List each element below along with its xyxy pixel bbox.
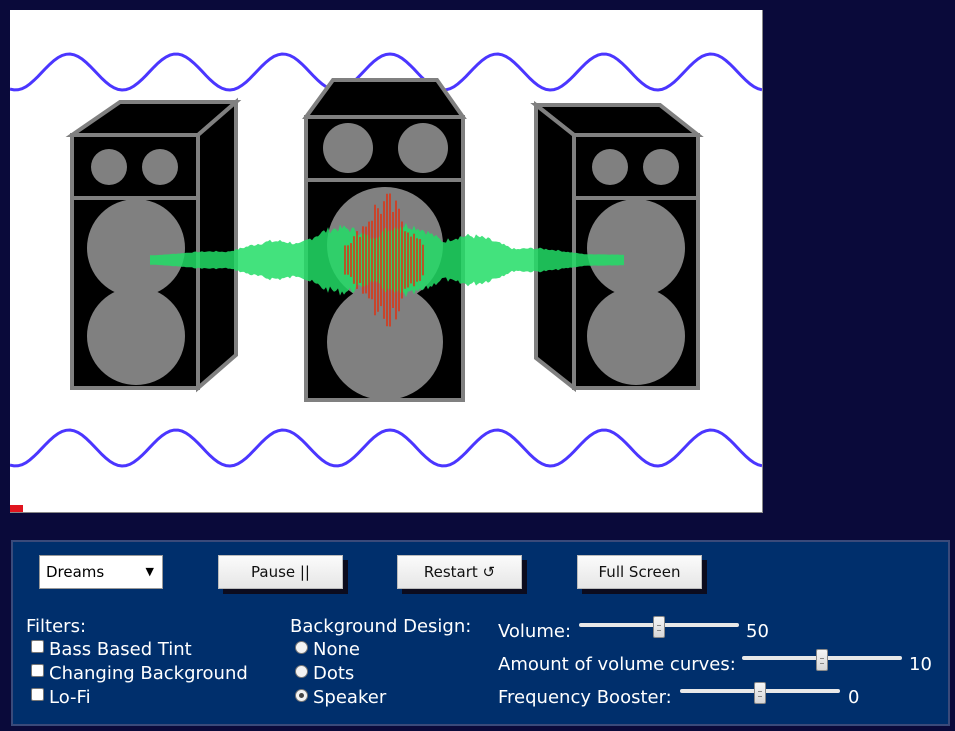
restart-button[interactable]: Restart ↺: [397, 555, 522, 589]
bg-speaker-label: Speaker: [313, 687, 387, 708]
fullscreen-button[interactable]: Full Screen: [577, 555, 702, 589]
bottom-volume-curve: [10, 428, 762, 468]
frequency-booster-slider-handle[interactable]: [754, 682, 766, 704]
bg-option-none[interactable]: None: [295, 639, 360, 660]
volume-curves-value: 10: [909, 654, 932, 675]
bg-option-dots[interactable]: Dots: [295, 663, 354, 684]
volume-curves-slider[interactable]: [742, 649, 902, 671]
lofi-label: Lo-Fi: [49, 687, 91, 708]
visualizer-graphic: [10, 52, 762, 468]
frequency-booster-slider[interactable]: [680, 682, 840, 704]
volume-slider[interactable]: [579, 616, 739, 638]
visualizer-canvas[interactable]: [10, 10, 763, 513]
playback-progress-indicator: [10, 505, 23, 512]
filters-heading: Filters:: [26, 616, 87, 637]
right-speaker: [530, 100, 704, 393]
frequency-booster-value: 0: [848, 687, 860, 708]
audio-waveform: [150, 193, 624, 327]
pause-button[interactable]: Pause ||: [218, 555, 343, 589]
bg-dots-label: Dots: [313, 663, 355, 684]
top-volume-curve: [10, 52, 762, 92]
filter-changing-background[interactable]: Changing Background: [31, 663, 248, 684]
bg-none-label: None: [313, 639, 360, 660]
changing-background-checkbox[interactable]: [31, 664, 44, 677]
volume-value: 50: [746, 621, 769, 642]
bg-option-speaker[interactable]: Speaker: [295, 687, 386, 708]
filter-bass-tint[interactable]: Bass Based Tint: [31, 639, 192, 660]
volume-curves-label: Amount of volume curves:: [498, 654, 736, 675]
dropdown-arrow-icon: ▼: [145, 565, 154, 578]
song-select-value: Dreams: [46, 563, 105, 581]
bg-speaker-radio[interactable]: [295, 689, 308, 702]
left-speaker: [65, 97, 242, 393]
control-panel: Dreams ▼ Pause || Restart ↺ Full Screen …: [11, 540, 950, 726]
background-design-heading: Background Design:: [290, 616, 472, 637]
filter-lofi[interactable]: Lo-Fi: [31, 687, 91, 708]
bass-tint-checkbox[interactable]: [31, 640, 44, 653]
volume-label: Volume:: [498, 621, 572, 642]
frequency-booster-label: Frequency Booster:: [498, 687, 672, 708]
bg-none-radio[interactable]: [295, 641, 308, 654]
changing-background-label: Changing Background: [49, 663, 248, 684]
bg-dots-radio[interactable]: [295, 665, 308, 678]
lofi-checkbox[interactable]: [31, 688, 44, 701]
volume-curves-slider-handle[interactable]: [816, 649, 828, 671]
volume-slider-handle[interactable]: [653, 616, 665, 638]
bass-tint-label: Bass Based Tint: [49, 639, 192, 660]
song-select[interactable]: Dreams ▼: [39, 555, 163, 589]
